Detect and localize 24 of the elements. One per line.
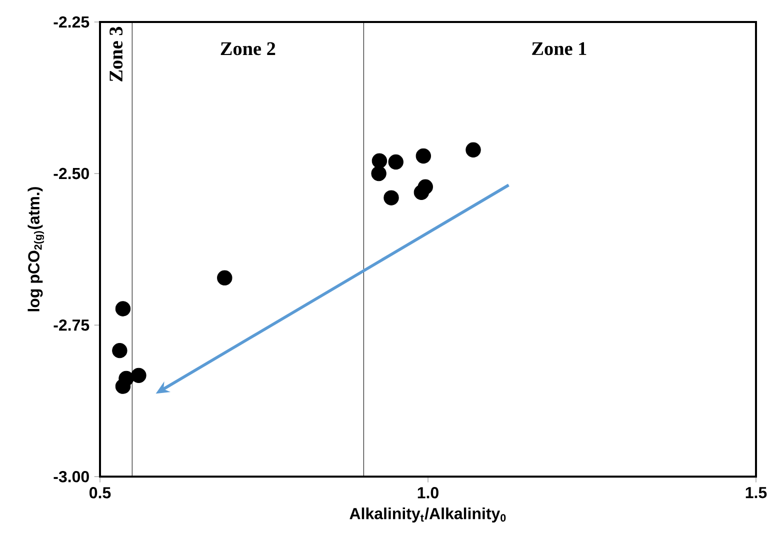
y-tick-label: -3.00 (54, 470, 89, 482)
y-axis-title: log pCO$_{2(g)}$(atm.) (28, 187, 44, 312)
point (217, 270, 232, 286)
x-axis-title: Alkalinity$_{t}$/Alkalinity$_{0}$ (350, 508, 506, 522)
x-tick-label: 0.5 (90, 487, 111, 498)
y-tick-label: -2.75 (54, 319, 90, 331)
annotation: Zone 2 (220, 42, 276, 56)
point (466, 142, 481, 158)
point (388, 154, 404, 170)
point (115, 301, 131, 316)
annotation: Zone 3 (110, 26, 123, 82)
point (115, 378, 131, 394)
point (384, 190, 399, 206)
annotation: Zone 1 (532, 42, 586, 56)
point (112, 342, 128, 358)
point (414, 184, 430, 200)
point (371, 166, 386, 182)
point (372, 153, 388, 168)
y-tick-label: -2.25 (54, 16, 90, 28)
x-tick-label: 1.0 (418, 487, 438, 498)
point (416, 148, 432, 164)
x-tick-label: 1.5 (746, 487, 767, 498)
y-tick-label: -2.50 (54, 168, 89, 180)
point (131, 368, 146, 384)
